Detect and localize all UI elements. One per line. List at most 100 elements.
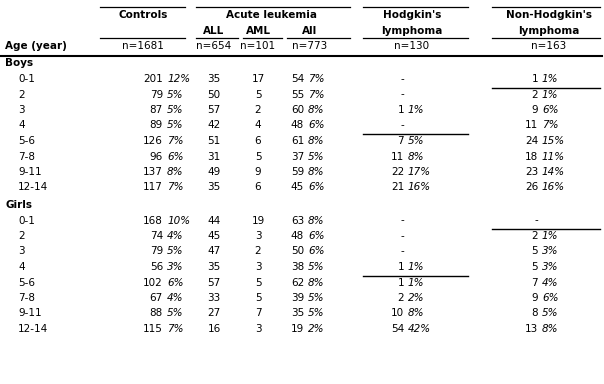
Text: 39: 39	[291, 293, 304, 303]
Text: 42: 42	[207, 121, 220, 131]
Text: 35: 35	[291, 308, 304, 318]
Text: 79: 79	[150, 89, 163, 99]
Text: -: -	[400, 89, 404, 99]
Text: 2: 2	[255, 105, 262, 115]
Text: 44: 44	[207, 215, 220, 225]
Text: 7: 7	[397, 136, 404, 146]
Text: 0-1: 0-1	[18, 74, 35, 84]
Text: 27: 27	[207, 308, 220, 318]
Text: 10: 10	[391, 308, 404, 318]
Text: 6%: 6%	[308, 182, 324, 192]
Text: n=130: n=130	[394, 41, 429, 51]
Text: 12-14: 12-14	[18, 324, 48, 334]
Text: 8%: 8%	[308, 215, 324, 225]
Text: 8: 8	[532, 308, 538, 318]
Text: 2: 2	[255, 247, 262, 257]
Text: 57: 57	[207, 105, 220, 115]
Text: 5-6: 5-6	[18, 136, 35, 146]
Text: 5: 5	[255, 89, 262, 99]
Text: 1: 1	[532, 74, 538, 84]
Text: 7%: 7%	[167, 324, 184, 334]
Text: 12-14: 12-14	[18, 182, 48, 192]
Text: 5-6: 5-6	[18, 278, 35, 288]
Text: 4: 4	[18, 121, 25, 131]
Text: 4%: 4%	[542, 278, 559, 288]
Text: 50: 50	[207, 89, 220, 99]
Text: 17%: 17%	[408, 167, 431, 177]
Text: 51: 51	[207, 136, 220, 146]
Text: 3: 3	[18, 105, 25, 115]
Text: 5%: 5%	[167, 105, 184, 115]
Text: Hodgkin's: Hodgkin's	[383, 10, 441, 20]
Text: 1: 1	[397, 262, 404, 272]
Text: 74: 74	[150, 231, 163, 241]
Text: 8%: 8%	[167, 167, 184, 177]
Text: Boys: Boys	[5, 58, 33, 68]
Text: 7%: 7%	[542, 121, 559, 131]
Text: 9: 9	[532, 105, 538, 115]
Text: 6%: 6%	[542, 105, 559, 115]
Text: 5%: 5%	[308, 293, 324, 303]
Text: 7-8: 7-8	[18, 152, 35, 162]
Text: 5%: 5%	[167, 308, 184, 318]
Text: 14%: 14%	[542, 167, 565, 177]
Text: 6%: 6%	[167, 278, 184, 288]
Text: 63: 63	[291, 215, 304, 225]
Text: 102: 102	[143, 278, 163, 288]
Text: -: -	[400, 215, 404, 225]
Text: -: -	[400, 247, 404, 257]
Text: 3: 3	[255, 262, 262, 272]
Text: Non-Hodgkin's: Non-Hodgkin's	[506, 10, 592, 20]
Text: 6: 6	[255, 182, 262, 192]
Text: 60: 60	[291, 105, 304, 115]
Text: 0-1: 0-1	[18, 215, 35, 225]
Text: Girls: Girls	[5, 200, 32, 210]
Text: 2%: 2%	[408, 293, 425, 303]
Text: 115: 115	[143, 324, 163, 334]
Text: 1%: 1%	[408, 105, 425, 115]
Text: 5%: 5%	[167, 89, 184, 99]
Text: 4%: 4%	[167, 231, 184, 241]
Text: 10%: 10%	[167, 215, 190, 225]
Text: 5%: 5%	[308, 308, 324, 318]
Text: Controls: Controls	[118, 10, 168, 20]
Text: 42%: 42%	[408, 324, 431, 334]
Text: Age (year): Age (year)	[5, 41, 67, 51]
Text: AML: AML	[245, 25, 271, 35]
Text: -: -	[535, 215, 538, 225]
Text: n=163: n=163	[532, 41, 567, 51]
Text: 3%: 3%	[542, 247, 559, 257]
Text: 6%: 6%	[308, 231, 324, 241]
Text: 5%: 5%	[308, 262, 324, 272]
Text: 6%: 6%	[542, 293, 559, 303]
Text: 54: 54	[391, 324, 404, 334]
Text: 87: 87	[150, 105, 163, 115]
Text: 19: 19	[291, 324, 304, 334]
Text: -: -	[400, 74, 404, 84]
Text: 55: 55	[291, 89, 304, 99]
Text: n=773: n=773	[292, 41, 327, 51]
Text: 4: 4	[18, 262, 25, 272]
Text: 8%: 8%	[308, 278, 324, 288]
Text: 6%: 6%	[167, 152, 184, 162]
Text: 48: 48	[291, 121, 304, 131]
Text: All: All	[303, 25, 318, 35]
Text: 11%: 11%	[542, 152, 565, 162]
Text: 62: 62	[291, 278, 304, 288]
Text: Acute leukemia: Acute leukemia	[225, 10, 316, 20]
Text: 88: 88	[150, 308, 163, 318]
Text: 2: 2	[18, 89, 25, 99]
Text: 6%: 6%	[308, 247, 324, 257]
Text: 2: 2	[532, 89, 538, 99]
Text: 7%: 7%	[167, 136, 184, 146]
Text: 1: 1	[397, 105, 404, 115]
Text: 12%: 12%	[167, 74, 190, 84]
Text: 16%: 16%	[542, 182, 565, 192]
Text: 67: 67	[150, 293, 163, 303]
Text: 24: 24	[525, 136, 538, 146]
Text: 5: 5	[532, 262, 538, 272]
Text: 33: 33	[207, 293, 220, 303]
Text: 11: 11	[525, 121, 538, 131]
Text: 16: 16	[207, 324, 220, 334]
Text: 8%: 8%	[408, 308, 425, 318]
